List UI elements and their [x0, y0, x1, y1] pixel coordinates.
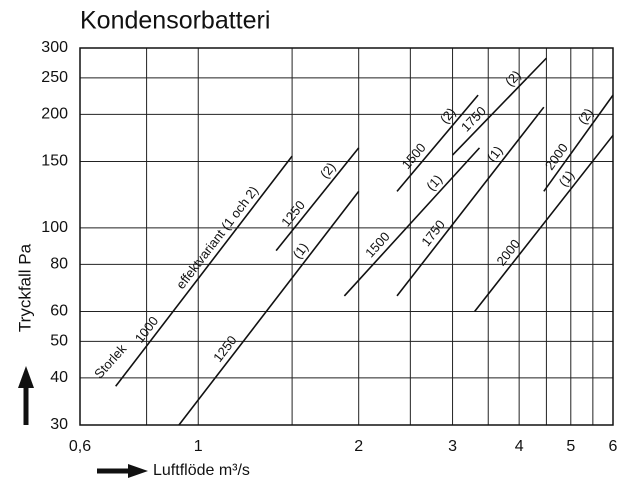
y-tick-label: 300 — [41, 39, 68, 56]
series-line — [396, 106, 545, 297]
series-label: 1500 — [362, 229, 393, 260]
series-label: 1750 — [418, 217, 448, 249]
series-line — [115, 155, 293, 387]
series-line — [275, 147, 360, 252]
y-tick-label: 30 — [50, 416, 68, 433]
y-tick-label: 40 — [50, 369, 68, 386]
x-tick-label: 4 — [515, 438, 524, 455]
series-line — [543, 94, 614, 192]
series-label: effektvariant (1 och 2) — [173, 183, 261, 292]
plot-frame — [79, 47, 614, 426]
x-arrow — [97, 464, 148, 478]
y-tick-label: 250 — [41, 69, 68, 86]
series-label: 1750 — [458, 103, 489, 134]
y-tick-label: 200 — [41, 106, 68, 123]
y-tick-label: 50 — [50, 333, 68, 350]
x-tick-label: 1 — [194, 438, 203, 455]
series-label: 1250 — [278, 198, 308, 230]
series-line — [178, 190, 360, 426]
x-tick-label: 5 — [566, 438, 575, 455]
series-line — [451, 57, 547, 156]
x-tick-label: 2 — [354, 438, 363, 455]
series-line — [473, 134, 614, 313]
series-label: 1500 — [399, 140, 429, 172]
series-label: 2000 — [493, 236, 523, 268]
x-tick-label: 3 — [448, 438, 457, 455]
y-tick-label: 60 — [50, 303, 68, 320]
series-line — [396, 94, 479, 192]
series-line — [343, 147, 481, 297]
y-tick-label: 80 — [50, 256, 68, 273]
x-axis-label: Luftflöde m³/s — [153, 462, 250, 479]
y-arrow — [18, 366, 34, 425]
series-label: 1250 — [210, 333, 240, 365]
y-axis-label: Tryckfall Pa — [15, 243, 34, 332]
x-tick-label: 6 — [609, 438, 618, 455]
x-tick-label: 0,6 — [69, 438, 91, 455]
series-label: 1000 — [132, 313, 161, 345]
chart-title: Kondensorbatteri — [80, 7, 270, 35]
y-tick-label: 150 — [41, 153, 68, 170]
y-tick-label: 100 — [41, 219, 68, 236]
